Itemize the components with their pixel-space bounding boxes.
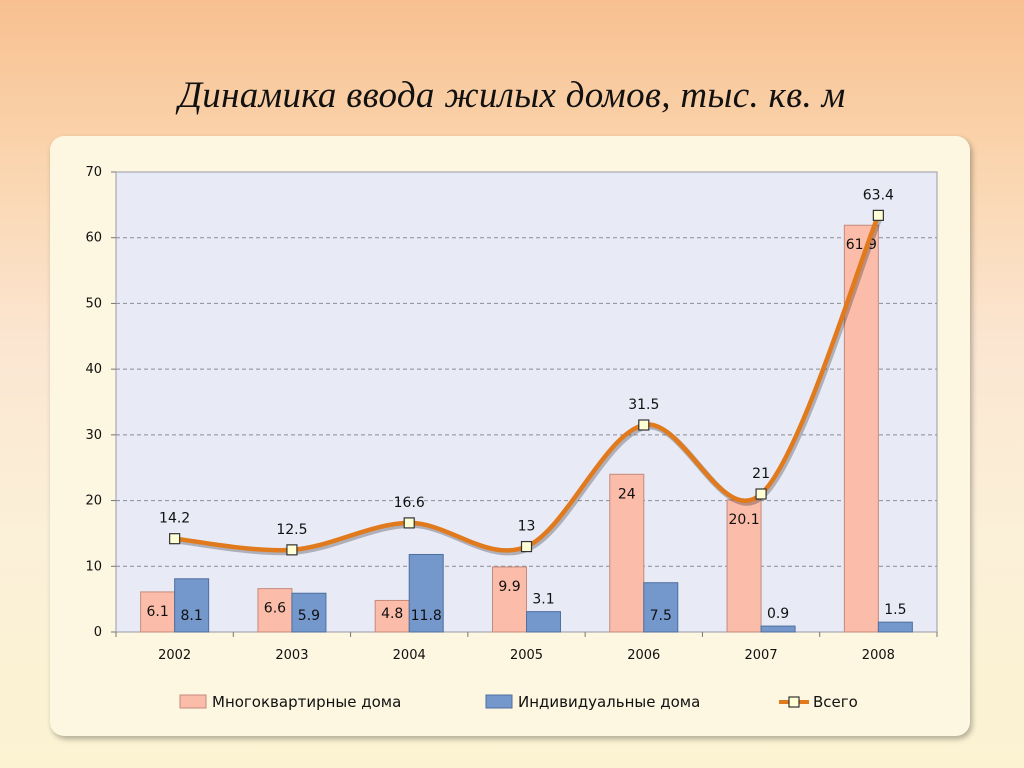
bar-label-individualnye: 11.8 [411, 608, 442, 624]
bar-mnogokvartirnye [843, 224, 879, 633]
bar-label-mnogokvartirnye: 6.6 [264, 601, 286, 617]
line-marker-vsego [520, 540, 533, 553]
line-label-vsego: 16.6 [394, 495, 425, 511]
legend-label-mnogokvartirnye: Многоквартирные дома [212, 693, 401, 711]
bar-label-individualnye: 3.1 [532, 592, 554, 608]
y-tick-label: 50 [85, 296, 102, 311]
line-marker-vsego [403, 517, 415, 529]
x-tick-label: 2007 [745, 648, 778, 663]
line-marker-vsego [286, 544, 298, 556]
x-tick-label: 2004 [393, 648, 426, 663]
x-tick-label: 2006 [627, 648, 660, 663]
bar-label-individualnye: 1.5 [884, 602, 906, 618]
bar-mnogokvartirnye [374, 599, 410, 633]
bar-individualnye [174, 578, 210, 633]
line-marker-vsego [872, 209, 884, 221]
x-tick-label: 2002 [158, 648, 191, 663]
line-marker-vsego [755, 488, 767, 500]
line-label-vsego: 13 [518, 519, 536, 535]
line-label-vsego: 63.4 [863, 187, 894, 203]
bar-mnogokvartirnye [492, 566, 527, 633]
line-marker-vsego [169, 533, 181, 545]
y-tick-label: 40 [85, 362, 102, 377]
bar-mnogokvartirnye [140, 591, 176, 633]
bar-label-individualnye: 7.5 [650, 608, 672, 624]
bar-label-mnogokvartirnye: 4.8 [381, 606, 403, 622]
x-tick-label: 2003 [275, 648, 308, 663]
line-vsego [174, 214, 881, 553]
x-tick-label: 2008 [862, 648, 895, 663]
bar-individualnye [643, 582, 679, 633]
bar-label-mnogokvartirnye: 24 [618, 486, 636, 502]
line-label-vsego: 31.5 [628, 397, 659, 413]
y-tick-label: 30 [85, 428, 102, 443]
bar-individualnye [408, 553, 444, 633]
bar-individualnye [291, 592, 327, 633]
bar-mnogokvartirnye [726, 499, 762, 633]
bar-individualnye [760, 625, 796, 633]
legend-label-individualnye: Индивидуальные дома [518, 693, 700, 711]
bar-label-mnogokvartirnye: 9.9 [498, 579, 520, 595]
y-tick-label: 60 [85, 231, 102, 246]
legend-marker-vsego [788, 696, 800, 708]
bar-label-individualnye: 5.9 [298, 608, 320, 624]
line-label-vsego: 14.2 [159, 511, 190, 527]
y-tick-label: 20 [85, 494, 102, 509]
legend-swatch-individualnye [485, 694, 513, 709]
legend-swatch-mnogokvartirnye [179, 694, 207, 709]
bar-individualnye [526, 611, 561, 633]
slide-title: Динамика ввода жилых домов, тыс. кв. м [178, 75, 846, 116]
line-label-vsego: 21 [752, 466, 770, 482]
line-marker-vsego [638, 419, 650, 431]
y-tick-label: 70 [85, 165, 102, 180]
bar-label-mnogokvartirnye: 20.1 [728, 512, 759, 528]
y-tick-label: 10 [85, 559, 102, 574]
line-label-vsego: 12.5 [276, 522, 307, 538]
legend-label-vsego: Всего [813, 693, 858, 711]
bar-mnogokvartirnye [257, 588, 293, 633]
bar-label-mnogokvartirnye: 6.1 [147, 604, 169, 620]
y-tick-label: 0 [94, 625, 102, 640]
bar-label-individualnye: 0.9 [767, 606, 789, 622]
bar-individualnye [877, 621, 913, 633]
bar-label-individualnye: 8.1 [181, 608, 203, 624]
plot-area [115, 171, 938, 633]
bar-mnogokvartirnye [609, 473, 645, 633]
x-tick-label: 2005 [510, 648, 543, 663]
